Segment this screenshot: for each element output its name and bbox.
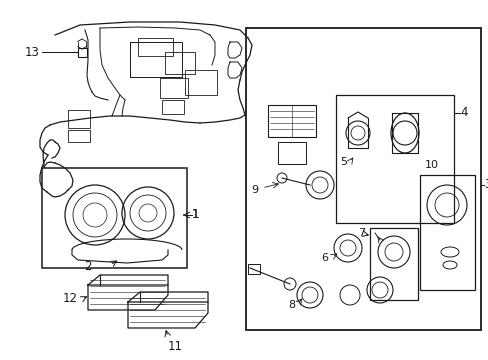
Bar <box>245 28 480 330</box>
Text: 2: 2 <box>84 261 92 274</box>
Bar <box>130 42 182 77</box>
Text: 9: 9 <box>250 185 258 195</box>
Text: 4: 4 <box>459 107 467 120</box>
Text: 5: 5 <box>339 157 346 167</box>
Text: 3: 3 <box>483 179 488 192</box>
Text: 1: 1 <box>192 208 199 221</box>
Bar <box>42 168 186 268</box>
Bar <box>369 228 417 300</box>
Text: 6: 6 <box>320 253 327 263</box>
Bar <box>278 142 305 164</box>
Text: 12: 12 <box>63 292 78 306</box>
Bar <box>78 48 87 57</box>
Bar <box>162 100 183 114</box>
Text: 13: 13 <box>25 45 40 58</box>
Text: 11: 11 <box>167 340 182 353</box>
Bar <box>160 78 187 98</box>
Bar <box>419 175 474 290</box>
Text: 1: 1 <box>192 208 199 221</box>
Bar <box>247 264 260 274</box>
Bar <box>267 105 315 137</box>
Bar <box>68 110 90 128</box>
Text: 8: 8 <box>287 300 294 310</box>
Text: 7: 7 <box>357 228 364 238</box>
Bar <box>68 130 90 142</box>
Text: 10: 10 <box>424 160 438 170</box>
Bar <box>138 38 173 56</box>
Bar <box>164 52 195 74</box>
Bar <box>335 95 453 223</box>
Bar <box>184 70 217 95</box>
